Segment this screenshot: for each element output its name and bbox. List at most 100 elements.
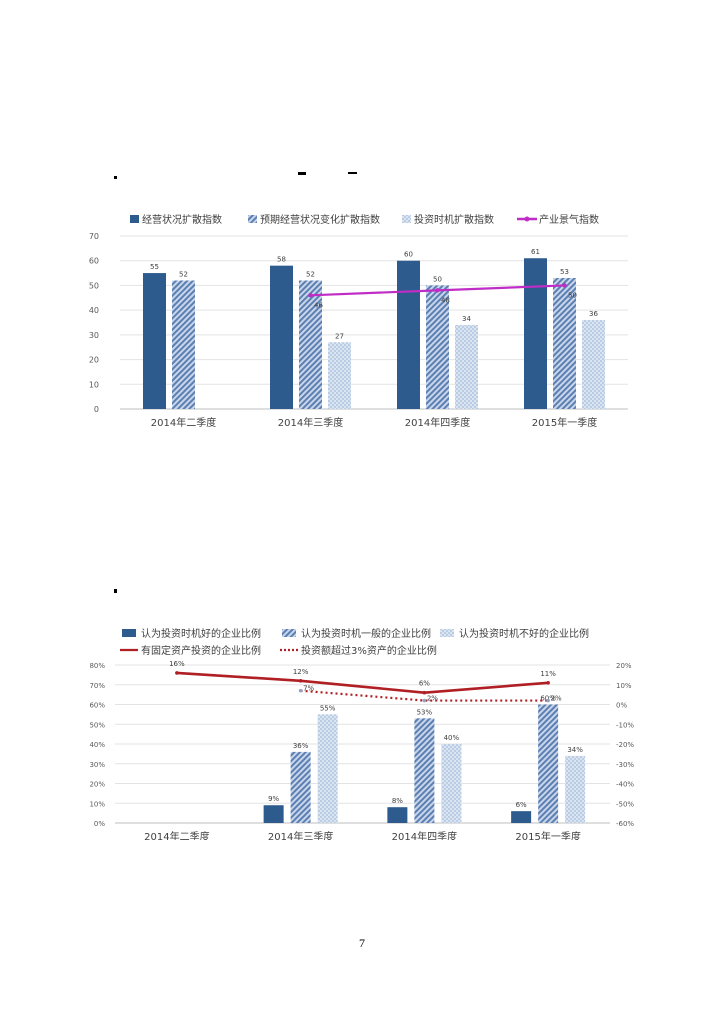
bar-data-label: 60 (404, 251, 413, 259)
line-point (175, 671, 179, 675)
line-point (546, 680, 550, 685)
bar (426, 285, 449, 409)
x-category-label: 2014年二季度 (144, 830, 209, 840)
legend-label: 投资时机扩散指数 (414, 213, 494, 226)
y-tick-label-left: 70% (89, 682, 105, 690)
bar (553, 278, 576, 409)
y-tick-label-left: 60% (89, 702, 105, 710)
bar-data-label: 55% (320, 704, 336, 712)
legend-label: 认为投资时机一般的企业比例 (301, 627, 431, 640)
legend-swatch (402, 215, 411, 223)
y-tick-label: 10 (89, 380, 99, 389)
page-number: 7 (359, 936, 365, 950)
y-tick-label: 40 (89, 306, 99, 315)
bar (270, 265, 293, 409)
bar-data-label: 36% (293, 742, 309, 750)
line-point (435, 288, 440, 293)
line-point (308, 293, 313, 298)
bar-data-label: 8% (392, 797, 403, 805)
bar-data-label: 6% (516, 801, 527, 809)
line-data-label: 12% (293, 668, 309, 676)
page-mark (348, 172, 357, 174)
bar-data-label: 58 (277, 256, 286, 264)
page-mark (298, 172, 306, 175)
bar (299, 280, 322, 409)
line-data-label: 6% (419, 680, 430, 688)
y-tick-label: 30 (89, 331, 99, 340)
page-mark (114, 589, 117, 593)
x-category-label: 2014年三季度 (278, 416, 343, 429)
y-tick-label-left: 40% (89, 741, 105, 749)
x-category-label: 2014年三季度 (268, 830, 333, 840)
y-tick-label-right: -10% (616, 721, 634, 729)
bar-data-label: 34% (567, 746, 583, 754)
line-point (546, 698, 550, 703)
y-tick-label-right: -40% (616, 781, 634, 789)
x-category-label: 2015年一季度 (515, 830, 580, 840)
legend-label: 产业景气指数 (539, 213, 599, 226)
x-category-label: 2014年四季度 (392, 830, 457, 840)
line-point (298, 688, 303, 693)
y-tick-label-right: -50% (616, 800, 634, 808)
bar (565, 755, 586, 823)
y-tick-label-left: 20% (89, 781, 105, 789)
line-point (562, 283, 567, 288)
bar-data-label: 36 (589, 310, 598, 318)
bar-data-label: 52 (179, 270, 188, 278)
legend-label: 预期经营状况变化扩散指数 (260, 213, 380, 226)
bar-data-label: 60% (540, 695, 556, 703)
legend-label: 认为投资时机好的企业比例 (141, 627, 261, 640)
bar (582, 320, 605, 409)
bar (441, 744, 462, 823)
bar-data-label: 40% (444, 734, 460, 742)
bar-data-label: 34 (462, 315, 471, 323)
y-tick-label: 60 (89, 257, 99, 266)
y-tick-label-right: 20% (616, 662, 632, 670)
chart-investment-ratios: 认为投资时机好的企业比例 认为投资时机一般的企业比例 认为投资时机不好的企业比例有固… (89, 627, 634, 840)
bar (524, 258, 547, 409)
y-tick-label: 0 (94, 405, 99, 414)
line-data-label: 7% (303, 685, 314, 693)
line-series (176, 671, 549, 694)
bar (511, 811, 532, 823)
line-data-label: 46 (314, 301, 323, 309)
legend-swatch (130, 215, 139, 223)
y-tick-label-right: -60% (616, 820, 634, 828)
bar-data-label: 55 (150, 263, 159, 271)
bar (172, 280, 195, 409)
legend-label: 投资额超过3%资产的企业比例 (301, 644, 437, 657)
bar-data-label: 53% (417, 708, 433, 716)
bar (538, 704, 559, 823)
y-tick-label-right: 0% (616, 702, 627, 710)
bar (455, 324, 478, 409)
bar (328, 342, 351, 409)
legend-label: 有固定资产投资的企业比例 (141, 644, 261, 657)
legend-swatch (122, 629, 136, 637)
y-tick-label: 20 (89, 356, 99, 365)
legend-label: 经营状况扩散指数 (142, 213, 222, 226)
x-category-label: 2014年二季度 (151, 416, 216, 429)
y-tick-label-left: 80% (89, 662, 105, 670)
bar (317, 714, 338, 823)
line-data-label: 50 (568, 291, 577, 299)
legend-swatch (282, 629, 296, 637)
line-point (422, 698, 427, 703)
line-data-label: 11% (540, 670, 556, 678)
line-data-label: 48 (441, 296, 450, 304)
line-point (422, 690, 427, 695)
y-tick-label-right: -30% (616, 761, 634, 769)
legend-swatch (440, 629, 454, 637)
chart-diffusion-indices: 经营状况扩散指数 预期经营状况变化扩散指数 投资时机扩散指数 产业景气指数 0 10 20 3… (89, 213, 628, 429)
y-tick-label-right: -20% (616, 741, 634, 749)
line-series (300, 689, 549, 702)
y-tick-label-right: 10% (616, 682, 632, 690)
legend-swatch (248, 215, 257, 223)
y-tick-label: 50 (89, 281, 99, 290)
line-point (298, 679, 303, 683)
bar (143, 273, 166, 409)
line-data-label: 16% (169, 660, 185, 668)
bar-data-label: 50 (433, 275, 442, 283)
bar-data-label: 61 (531, 248, 540, 256)
bar (397, 260, 420, 409)
y-tick-label-left: 50% (89, 721, 105, 729)
